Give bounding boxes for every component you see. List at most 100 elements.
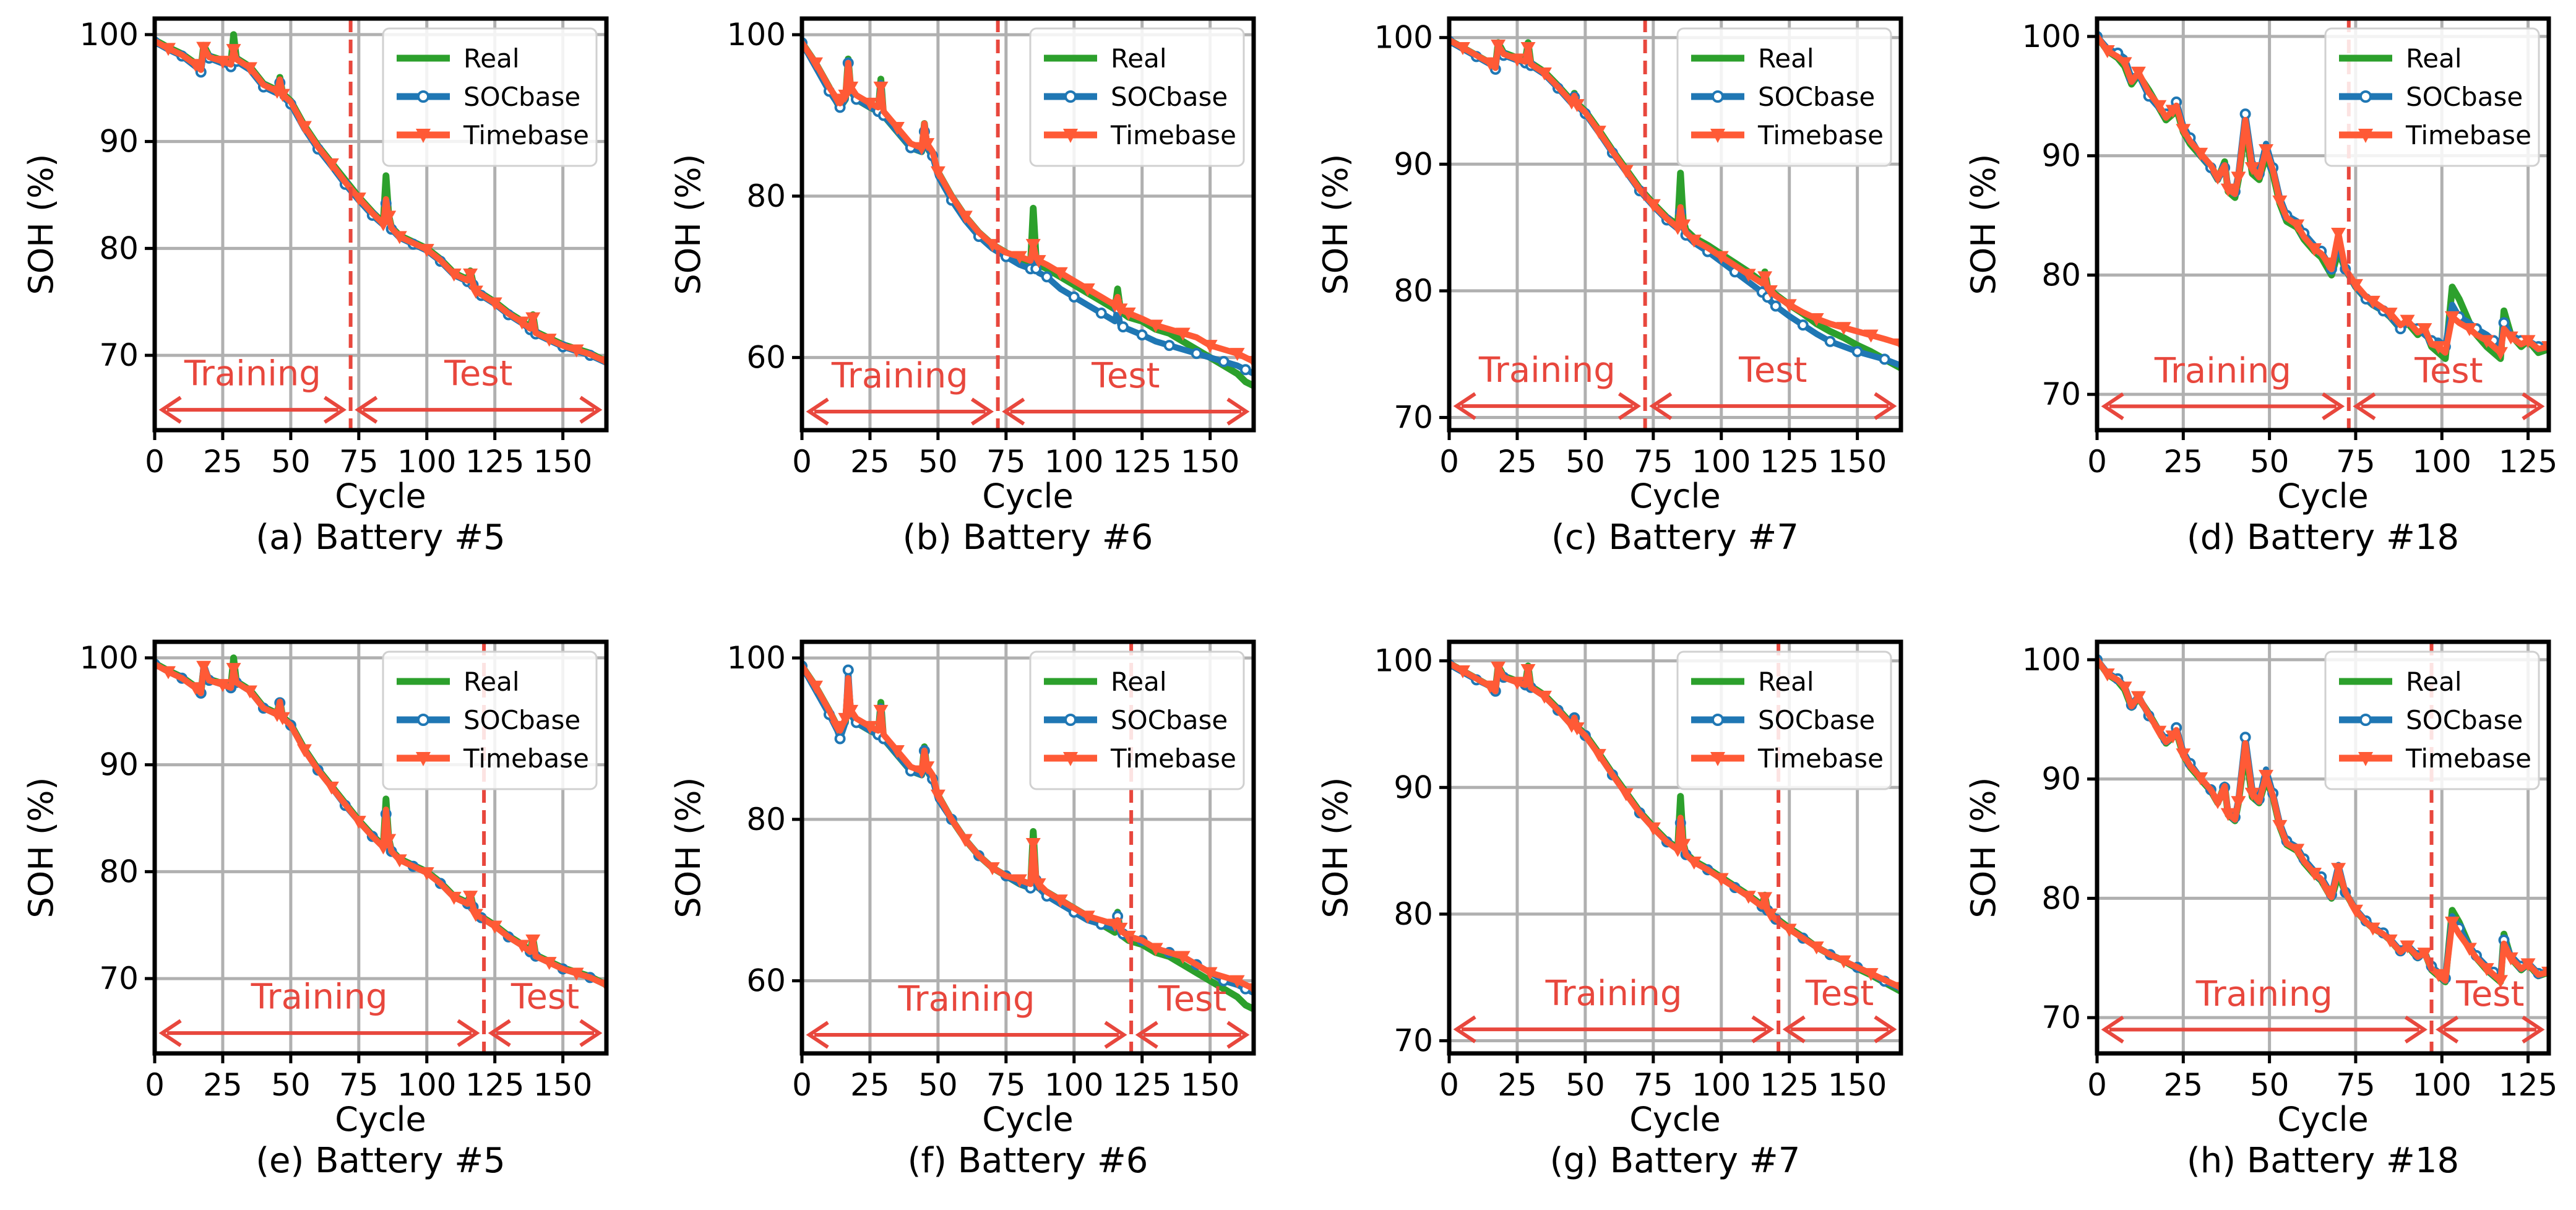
timebase-marker bbox=[275, 712, 290, 725]
timebase-marker bbox=[514, 940, 530, 953]
socbase-marker bbox=[1163, 340, 1175, 352]
socbase-marker bbox=[1851, 346, 1863, 358]
x-tick-label: 125 bbox=[1760, 1067, 1819, 1103]
arrow-head-left bbox=[158, 395, 182, 424]
y-tick-label: 70 bbox=[99, 961, 139, 996]
legend-label: Real bbox=[1111, 43, 1167, 74]
plot-area bbox=[802, 37, 1254, 389]
x-tick-label: 100 bbox=[1692, 444, 1751, 480]
timebase-marker bbox=[1230, 975, 1245, 988]
timebase-marker bbox=[569, 344, 584, 358]
x-axis-label: Cycle bbox=[1629, 1100, 1721, 1139]
socbase-marker bbox=[834, 733, 846, 745]
timebase-marker bbox=[1012, 874, 1027, 888]
timebase-marker bbox=[196, 660, 212, 674]
timebase-marker bbox=[2331, 227, 2346, 241]
y-tick-label: 70 bbox=[1394, 1023, 1433, 1059]
timebase-marker bbox=[1455, 665, 1470, 679]
timebase-marker bbox=[1053, 894, 1068, 908]
timebase-marker bbox=[1741, 891, 1756, 904]
timebase-marker bbox=[215, 56, 230, 69]
legend-marker bbox=[1712, 90, 1724, 103]
plot-area bbox=[2097, 30, 2549, 362]
timebase-marker bbox=[830, 720, 845, 734]
timebase-marker bbox=[392, 854, 407, 868]
legend-label: Timebase bbox=[1110, 743, 1236, 774]
x-tick-label: 0 bbox=[145, 444, 165, 480]
x-tick-label: 75 bbox=[339, 444, 379, 480]
arrow-head-left bbox=[1782, 1015, 1806, 1044]
timebase-marker bbox=[2290, 844, 2305, 857]
y-tick-label: 70 bbox=[1394, 400, 1433, 436]
timebase-marker bbox=[569, 967, 584, 981]
timebase-marker bbox=[2307, 867, 2322, 881]
y-tick-label: 100 bbox=[727, 17, 786, 53]
timebase-marker bbox=[2100, 45, 2115, 59]
timebase-marker bbox=[1836, 322, 1851, 335]
legend-label: SOCbase bbox=[2406, 705, 2523, 735]
timebase-marker bbox=[541, 957, 557, 970]
socbase-marker bbox=[842, 664, 854, 676]
timebase-marker bbox=[446, 268, 462, 282]
timebase-marker bbox=[2259, 144, 2274, 158]
timebase-marker bbox=[392, 231, 407, 244]
timebase-marker bbox=[187, 682, 203, 696]
axes-frame bbox=[2095, 639, 2551, 1056]
chart-panel: Training Test 0 25 50 75 100 125 70 80 90 100 Cycle S… bbox=[1964, 16, 2557, 558]
x-tick-label: 0 bbox=[792, 1067, 812, 1103]
timebase-marker bbox=[196, 41, 212, 55]
legend-marker bbox=[2358, 752, 2373, 766]
legend: Real SOCbase Timebase bbox=[382, 27, 598, 167]
arrow-head-left bbox=[1453, 1015, 1476, 1044]
legend-marker bbox=[416, 129, 431, 143]
timebase-marker bbox=[1536, 67, 1552, 80]
timebase-marker bbox=[2462, 323, 2477, 337]
timebase-marker bbox=[1482, 57, 1497, 71]
timebase-marker bbox=[2117, 57, 2132, 71]
arrow-head-left bbox=[355, 395, 378, 424]
timebase-marker bbox=[2259, 769, 2274, 783]
x-tick-label: 75 bbox=[2336, 444, 2376, 480]
socbase-marker bbox=[1068, 291, 1080, 303]
legend-marker bbox=[2359, 90, 2372, 103]
arrow-head-right bbox=[457, 1019, 480, 1047]
x-tick-label: 150 bbox=[1181, 1067, 1239, 1103]
annotation-label: Test bbox=[2455, 974, 2524, 1014]
timebase-marker bbox=[1025, 837, 1041, 851]
timebase-marker bbox=[1491, 661, 1506, 675]
timebase-marker bbox=[862, 720, 877, 734]
timebase-marker bbox=[1509, 53, 1525, 67]
x-tick-label: 125 bbox=[465, 1067, 524, 1103]
timebase-marker bbox=[1012, 251, 1027, 264]
timebase-marker bbox=[1863, 329, 1879, 343]
legend: Real SOCbase Timebase bbox=[1676, 27, 1892, 167]
x-axis-label: Cycle bbox=[2277, 477, 2369, 516]
timebase-marker bbox=[2176, 124, 2191, 137]
arrow-head-right bbox=[1104, 1021, 1127, 1049]
timebase-marker bbox=[930, 789, 946, 803]
timebase-marker bbox=[957, 210, 973, 224]
x-tick-label: 100 bbox=[1692, 1067, 1751, 1103]
timebase-marker bbox=[1148, 943, 1163, 956]
socbase-marker bbox=[1797, 319, 1809, 331]
timebase-marker bbox=[1202, 967, 1218, 980]
timebase-marker bbox=[1175, 951, 1191, 964]
timebase-marker bbox=[838, 712, 853, 726]
y-tick-label: 80 bbox=[2041, 880, 2081, 916]
timebase-marker bbox=[463, 891, 478, 904]
timebase-marker bbox=[468, 285, 483, 299]
chart-panel: Training Test 0 25 50 75 100 125 70 80 90 100 Cycle S… bbox=[1964, 639, 2557, 1181]
annotation-label: Test bbox=[2414, 351, 2483, 391]
x-tick-label: 50 bbox=[2250, 444, 2290, 480]
plot-area bbox=[802, 660, 1254, 1013]
subplot-caption: (g) Battery #7 bbox=[1550, 1141, 1801, 1181]
timebase-marker bbox=[1781, 299, 1797, 313]
x-tick-label: 0 bbox=[2087, 444, 2107, 480]
timebase-marker bbox=[2365, 295, 2380, 309]
x-tick-label: 150 bbox=[533, 444, 592, 480]
timebase-marker bbox=[1025, 239, 1041, 253]
arrow-head-right bbox=[1874, 1015, 1897, 1044]
legend-label: SOCbase bbox=[463, 705, 580, 735]
x-tick-label: 50 bbox=[918, 444, 958, 480]
arrow-head-left bbox=[2436, 1015, 2459, 1044]
